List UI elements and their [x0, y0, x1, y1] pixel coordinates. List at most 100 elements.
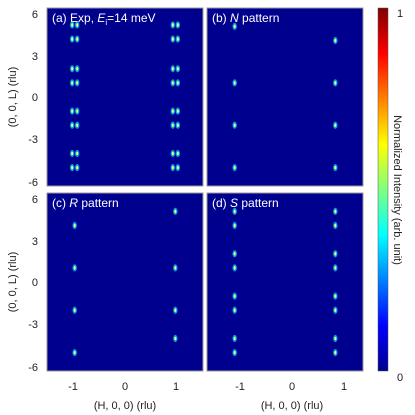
panel-a-title: (a) Exp, Ei=14 meV: [52, 11, 156, 27]
bragg-peak: [73, 266, 76, 270]
x-axis-ticks-left: -1 0 1: [68, 381, 179, 393]
bragg-peak: [176, 165, 179, 170]
x-axis-label-left: (H, 0, 0) (rlu): [94, 400, 156, 412]
panel-d: (d) S pattern: [206, 192, 364, 372]
bragg-peak: [334, 266, 337, 270]
bragg-peak: [71, 37, 74, 41]
x-axis-ticks-right: -1 0 1: [235, 381, 347, 393]
y-axis-ticks-top: 6 3 0 -3 -6: [28, 9, 38, 189]
bragg-peak: [176, 23, 179, 27]
bragg-peak: [76, 66, 79, 71]
bragg-peak: [233, 123, 236, 128]
panel-a-plot-area: [46, 7, 204, 187]
bragg-peak: [334, 350, 337, 355]
bragg-peak: [76, 151, 79, 156]
panel-d-title: (d) S pattern: [212, 196, 279, 210]
bragg-peak: [71, 123, 74, 128]
panel-a: (a) Exp, Ei=14 meV: [46, 7, 204, 187]
y-tick-label: -3: [28, 319, 38, 331]
bragg-peak: [334, 251, 337, 256]
bragg-peak: [71, 151, 74, 156]
y-tick-label: 0: [32, 277, 38, 289]
panel-b-plot-area: [206, 7, 364, 187]
bragg-peak: [176, 81, 179, 85]
bragg-peak: [176, 66, 179, 71]
colorbar-max-label: 1: [397, 8, 403, 20]
x-tick-label: -1: [68, 381, 78, 393]
bragg-peak: [233, 350, 236, 355]
bragg-peak: [233, 24, 236, 29]
x-axis-label-right: (H, 0, 0) (rlu): [261, 400, 323, 412]
bragg-peak: [233, 223, 236, 228]
bragg-peak: [334, 308, 337, 313]
bragg-peak: [171, 165, 174, 170]
bragg-peak: [171, 123, 174, 128]
bragg-peak: [233, 336, 236, 341]
y-tick-label: -6: [28, 362, 38, 374]
bragg-peak: [73, 223, 76, 228]
bragg-peak: [174, 266, 177, 270]
bragg-peak: [73, 308, 76, 313]
x-tick-label: 0: [289, 381, 295, 393]
bragg-peak: [171, 109, 174, 113]
bragg-peak: [174, 336, 177, 341]
bragg-peak: [71, 109, 74, 113]
bragg-peak: [334, 38, 337, 43]
x-tick-label: 1: [341, 381, 347, 393]
y-axis-ticks-bottom: 6 3 0 -3 -6: [28, 194, 38, 374]
bragg-peak: [76, 165, 79, 170]
bragg-peak: [334, 336, 337, 341]
bragg-peak: [233, 266, 236, 270]
bragg-peak: [171, 81, 174, 85]
y-tick-label: 3: [32, 236, 38, 248]
bragg-peak: [233, 294, 236, 298]
y-axis-label-top: (0, 0, L) (rlu): [7, 67, 19, 128]
bragg-peak: [176, 109, 179, 113]
colorbar-label: Normalized Intensity (arb. unit): [391, 115, 403, 265]
bragg-peak: [233, 209, 236, 214]
y-tick-label: 0: [32, 92, 38, 104]
x-tick-label: -1: [235, 381, 245, 393]
x-tick-label: 1: [173, 381, 179, 393]
bragg-peak: [171, 66, 174, 71]
panel-c-plot-area: [46, 192, 204, 372]
panel-c-title: (c) R pattern: [52, 196, 119, 210]
bragg-peak: [174, 209, 177, 214]
bragg-peak: [71, 165, 74, 170]
colorbar: [377, 7, 389, 372]
bragg-peak: [176, 151, 179, 156]
y-tick-label: 6: [32, 9, 38, 21]
y-tick-label: -3: [28, 134, 38, 146]
bragg-peak: [334, 223, 337, 228]
bragg-peak: [171, 37, 174, 41]
bragg-peak: [233, 81, 236, 85]
bragg-peak: [334, 165, 337, 170]
bragg-peak: [76, 123, 79, 128]
bragg-peak: [76, 23, 79, 27]
bragg-peak: [233, 165, 236, 170]
bragg-peak: [176, 37, 179, 41]
bragg-peak: [334, 209, 337, 214]
bragg-peak: [73, 350, 76, 355]
panel-c: (c) R pattern: [46, 192, 204, 372]
bragg-peak: [76, 37, 79, 41]
bragg-peak: [171, 151, 174, 156]
colorbar-min-label: 0: [397, 372, 403, 384]
bragg-peak: [334, 81, 337, 85]
y-tick-label: 6: [32, 194, 38, 206]
bragg-peak: [171, 23, 174, 27]
y-axis-label-bottom: (0, 0, L) (rlu): [7, 252, 19, 313]
y-tick-label: -6: [28, 177, 38, 189]
bragg-peak: [176, 123, 179, 128]
bragg-peak: [233, 308, 236, 313]
bragg-peak: [76, 109, 79, 113]
bragg-peak: [334, 294, 337, 298]
bragg-peak: [334, 123, 337, 128]
bragg-peak: [71, 66, 74, 71]
panel-b: (b) N pattern: [206, 7, 364, 187]
bragg-peak: [76, 81, 79, 85]
bragg-peak: [71, 23, 74, 27]
y-tick-label: 3: [32, 51, 38, 63]
x-tick-label: 0: [122, 381, 128, 393]
